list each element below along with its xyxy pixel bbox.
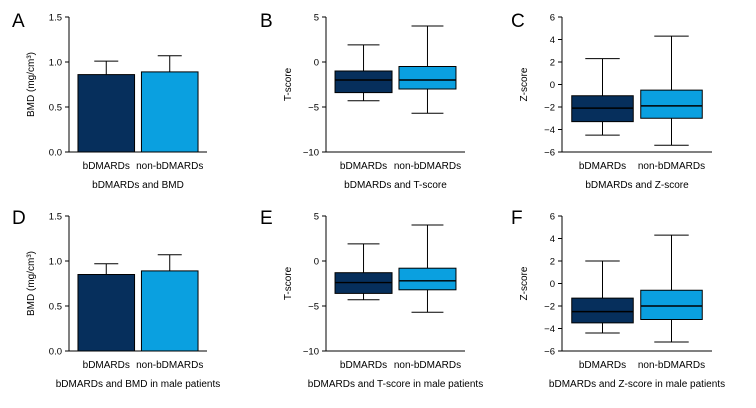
panel-b: B −10 −5 0 5 T-score bDMARDs non-bDMARDs bDMARDs…	[260, 11, 465, 191]
box-bdmards	[571, 297, 634, 324]
y-tick-label: −6	[544, 347, 555, 358]
y-tick-label: −10	[303, 347, 319, 358]
x-category-label: bDMARDs	[340, 161, 387, 172]
bar-bdmards	[77, 74, 136, 153]
x-category-label: non-bDMARDs	[394, 161, 461, 172]
y-tick-label: 1.0	[49, 257, 62, 268]
y-tick-label: 6	[550, 13, 555, 24]
y-tick-label: 4	[550, 234, 555, 245]
panel-f: F −6 −4 −2 0 2 4 6 Z-score bDMARDs non-bDMARDs bDMA…	[511, 208, 725, 390]
panel-e: E −10 −5 0 5 T-score bDMARDs non-bDMARDs bDMARDs…	[260, 208, 483, 390]
y-axis-title: T-score	[283, 67, 294, 101]
y-tick-label: 0	[314, 58, 319, 69]
panel-title: bDMARDs and Z-score	[585, 180, 689, 191]
panel-letter: C	[511, 11, 525, 32]
y-tick-label: 0.0	[49, 148, 62, 159]
y-tick-label: 5	[314, 13, 319, 24]
x-category-label: bDMARDs	[83, 161, 130, 172]
y-tick-label: 0	[550, 80, 555, 91]
panel-title: bDMARDs and Z-score in male patients	[549, 379, 725, 390]
y-tick-label: 5	[314, 212, 319, 223]
x-category-label: bDMARDs	[579, 360, 626, 371]
panel-title: bDMARDs and T-score in male patients	[308, 379, 483, 390]
y-tick-label: 0	[314, 257, 319, 268]
x-category-label: bDMARDs	[340, 360, 387, 371]
bar-bdmards	[77, 274, 136, 352]
y-tick-label: −5	[308, 302, 319, 313]
box-non-bdmards	[640, 89, 703, 119]
box-non-bdmards	[398, 66, 457, 90]
y-axis-title: Z-score	[519, 266, 530, 300]
y-tick-label: 0.5	[49, 302, 62, 313]
y-axis-title: BMD (mg/cm³)	[26, 251, 37, 316]
panel-letter: B	[260, 11, 273, 32]
bar-non-bdmards	[140, 270, 199, 352]
y-tick-label: −4	[544, 125, 555, 136]
y-tick-label: 6	[550, 212, 555, 223]
y-tick-label: 2	[550, 257, 555, 268]
box-non-bdmards	[640, 289, 703, 320]
panel-letter: E	[260, 208, 273, 229]
y-tick-label: 0.5	[49, 103, 62, 114]
y-tick-label: −6	[544, 148, 555, 159]
y-tick-label: 1.0	[49, 58, 62, 69]
x-category-label: non-bDMARDs	[394, 360, 461, 371]
y-tick-label: −2	[544, 103, 555, 114]
panel-c: C −6 −4 −2 0 2 4 6 Z-score bDMARDs non-bDMARDs bDMA…	[511, 11, 712, 191]
y-axis-title: Z-score	[519, 67, 530, 101]
panel-letter: A	[12, 11, 25, 32]
y-tick-label: −4	[544, 324, 555, 335]
x-category-label: non-bDMARDs	[136, 360, 203, 371]
y-tick-label: 0.0	[49, 347, 62, 358]
y-tick-label: 2	[550, 58, 555, 69]
x-category-label: bDMARDs	[579, 161, 626, 172]
x-category-label: non-bDMARDs	[638, 360, 705, 371]
panel-d: D 0.0 0.5 1.0 1.5 BMD (mg/cm³) bDMARDs non-bDMA…	[12, 208, 220, 390]
y-axis-title: T-score	[283, 266, 294, 300]
y-tick-label: −10	[303, 148, 319, 159]
y-tick-label: −2	[544, 302, 555, 313]
x-category-label: non-bDMARDs	[638, 161, 705, 172]
panel-a: A 0.0 0.5 1.0 1.5 BMD (mg/cm³) bDMARDs non-bDMA…	[12, 11, 207, 191]
y-tick-label: 0	[550, 279, 555, 290]
panel-letter: D	[12, 208, 26, 229]
box-bdmards	[334, 70, 393, 94]
panel-letter: F	[511, 208, 523, 229]
panel-title: bDMARDs and BMD in male patients	[56, 379, 221, 390]
x-category-label: bDMARDs	[83, 360, 130, 371]
panel-title: bDMARDs and BMD	[92, 180, 184, 191]
y-axis-title: BMD (mg/cm³)	[26, 52, 37, 117]
box-non-bdmards	[398, 267, 457, 291]
bar-non-bdmards	[140, 71, 199, 153]
x-category-label: non-bDMARDs	[136, 161, 203, 172]
panel-title: bDMARDs and T-score	[344, 180, 447, 191]
y-tick-label: 1.5	[49, 212, 62, 223]
y-tick-label: −5	[308, 103, 319, 114]
y-tick-label: 1.5	[49, 13, 62, 24]
y-tick-label: 4	[550, 35, 555, 46]
